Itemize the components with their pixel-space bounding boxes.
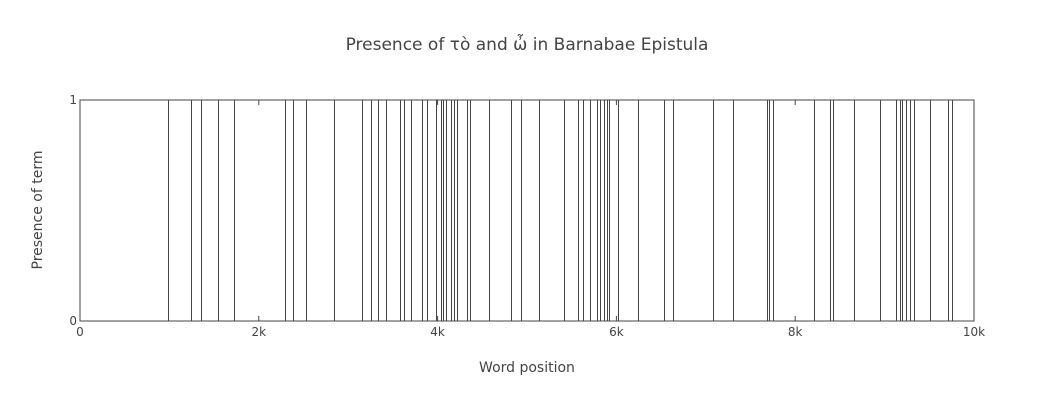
y-tick-label: 0: [69, 314, 77, 328]
x-tick-label: 2k: [252, 325, 267, 339]
chart-title: Presence of τὸ and ὦ in Barnabae Epistul…: [346, 33, 709, 55]
x-tick-label: 8k: [788, 325, 803, 339]
y-ticks: 01: [69, 93, 85, 328]
x-tick-label: 4k: [430, 325, 445, 339]
x-tick-label: 6k: [609, 325, 624, 339]
x-tick-label: 0: [76, 325, 84, 339]
bars-group: [168, 100, 953, 321]
y-axis-title: Presence of term: [30, 151, 46, 270]
x-ticks: 0 2k 4k 6k 8k 10k: [76, 100, 985, 339]
plot-frame: [79, 99, 975, 322]
y-tick-label: 1: [69, 93, 77, 107]
x-axis-title: Word position: [479, 360, 575, 376]
x-tick-label: 10k: [963, 325, 985, 339]
